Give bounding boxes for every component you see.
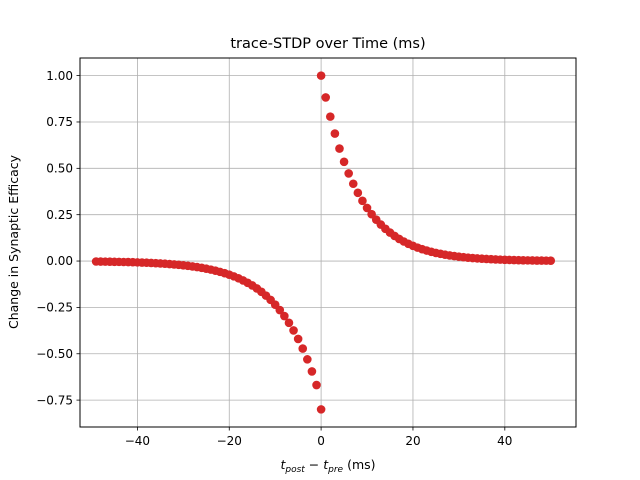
x-axis-ticks: −40 −20 0 20 40 <box>125 427 512 448</box>
x-tick-label: −40 <box>125 434 150 448</box>
x-tick-label: 0 <box>317 434 325 448</box>
data-point <box>339 157 349 167</box>
y-axis-label: Change in Synaptic Efficacy <box>6 154 21 329</box>
y-tick-label: 1.00 <box>46 69 73 83</box>
data-point <box>353 188 363 198</box>
y-tick-label: −0.25 <box>36 301 73 315</box>
data-point <box>348 179 358 189</box>
data-point <box>335 144 344 153</box>
data-point <box>298 344 308 353</box>
data-point <box>344 169 353 178</box>
data-point <box>303 355 312 364</box>
y-tick-label: −0.50 <box>36 347 73 361</box>
y-tick-label: 0.50 <box>46 162 73 176</box>
data-point <box>312 380 321 390</box>
data-point <box>289 326 298 335</box>
axes-frame <box>79 57 577 428</box>
grid-lines <box>80 58 576 427</box>
y-tick-label: 0.00 <box>46 254 73 268</box>
data-point <box>330 129 340 138</box>
data-point <box>358 196 367 206</box>
x-label-t1: t <box>280 457 286 472</box>
x-label-minus: − <box>305 457 323 472</box>
data-point <box>275 305 285 315</box>
data-point <box>321 93 331 102</box>
y-tick-label: −0.75 <box>36 393 73 407</box>
x-tick-label: 20 <box>405 434 420 448</box>
x-label-sub1: post <box>284 465 305 475</box>
data-point <box>280 311 289 321</box>
chart-title: trace-STDP over Time (ms) <box>230 36 425 52</box>
data-point <box>362 203 372 213</box>
x-axis-label: tpost − tpre (ms) <box>280 457 375 475</box>
data-point <box>293 334 303 344</box>
y-axis-ticks: −0.75 −0.50 −0.25 0.00 0.25 0.50 0.75 1.00 <box>36 69 80 407</box>
x-label-units: (ms) <box>343 457 375 472</box>
data-point <box>284 318 294 328</box>
x-label-sub2: pre <box>327 465 343 475</box>
data-point <box>316 71 326 80</box>
data-point <box>307 367 317 376</box>
data-points <box>91 71 556 414</box>
y-tick-label: 0.25 <box>46 208 73 222</box>
y-tick-label: 0.75 <box>46 115 73 129</box>
data-point <box>316 405 326 414</box>
x-tick-label: 40 <box>497 434 512 448</box>
x-tick-label: −20 <box>217 434 242 448</box>
data-point <box>325 112 335 121</box>
data-point <box>546 256 556 265</box>
x-label-t2: t <box>323 457 329 472</box>
